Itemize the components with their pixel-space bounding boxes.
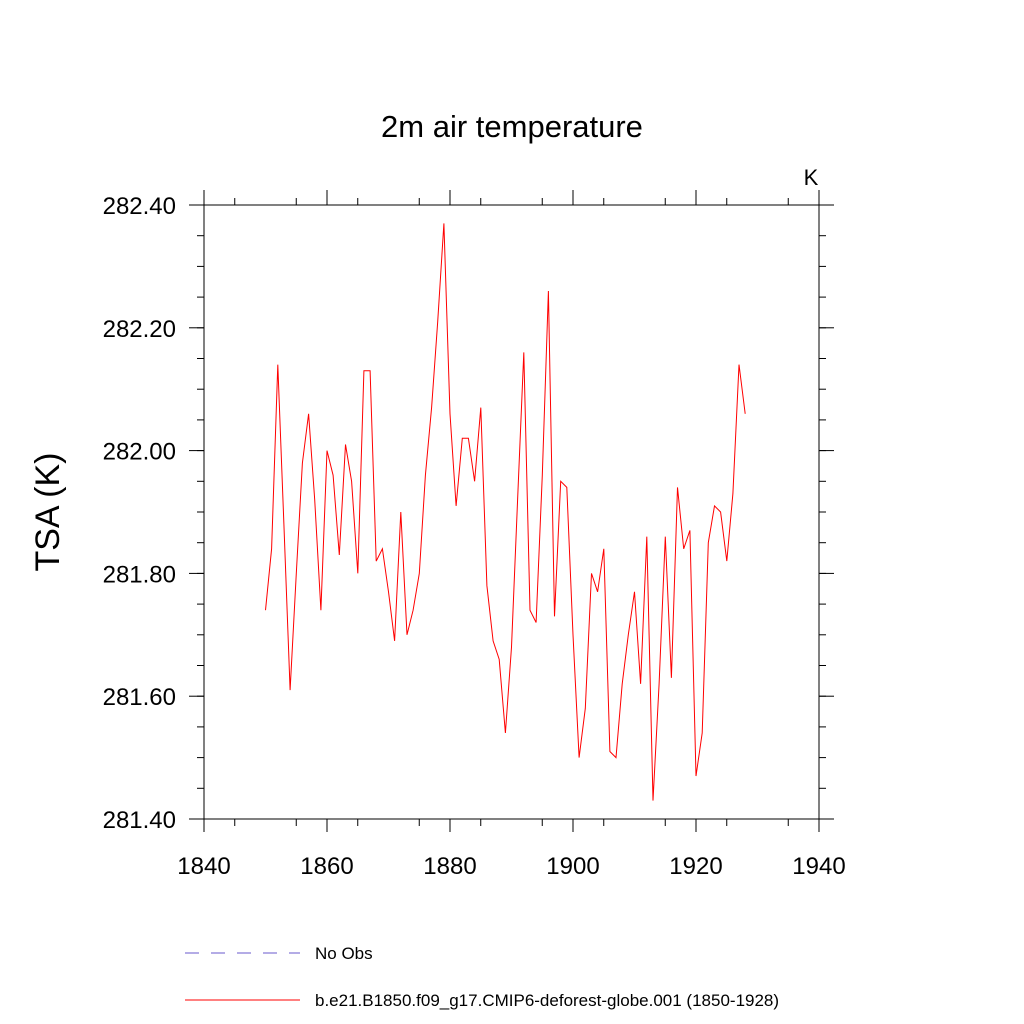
y-tick-label: 281.60 [103,684,176,711]
x-tick-label: 1920 [669,853,722,880]
series-line [265,223,746,801]
units-label: K [804,165,819,190]
y-tick-label: 282.40 [103,193,176,220]
legend-label-model: b.e21.B1850.f09_g17.CMIP6-deforest-globe… [315,991,779,1010]
x-tick-label: 1860 [300,853,353,880]
y-axis-label: TSA (K) [29,452,67,571]
legend: No Obs b.e21.B1850.f09_g17.CMIP6-defores… [185,944,779,1010]
x-tick-label: 1840 [177,853,230,880]
plot-frame [203,204,820,820]
y-tick-label: 282.00 [103,439,176,466]
x-tick-label: 1880 [423,853,476,880]
legend-label-no-obs: No Obs [315,944,373,963]
y-tick-label: 281.40 [103,807,176,834]
series-group [265,223,746,801]
x-tick-label: 1940 [792,853,845,880]
x-tick-label: 1900 [546,853,599,880]
chart-title: 2m air temperature [381,109,643,144]
y-tick-label: 281.80 [103,561,176,588]
axis-ticks [189,190,834,832]
tick-labels: 1840 1860 1880 1900 1920 1940 281.40 281.60 281.… [103,193,846,880]
y-tick-label: 282.20 [103,316,176,343]
